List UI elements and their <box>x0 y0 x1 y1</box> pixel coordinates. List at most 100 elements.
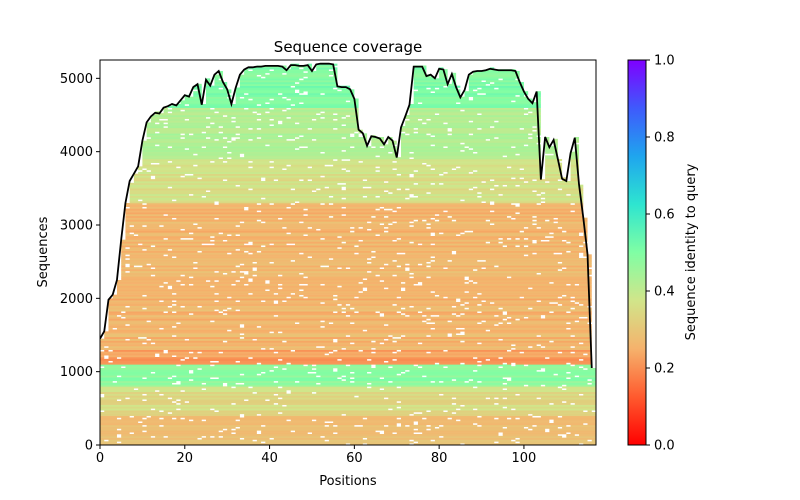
heatmap-cell-run <box>532 428 546 431</box>
heatmap-cell-run <box>405 307 427 310</box>
heatmap-cell-run <box>205 94 232 97</box>
heatmap-cell-run <box>405 252 452 255</box>
heatmap-cell-run <box>235 116 287 119</box>
heatmap-cell-run <box>362 160 393 163</box>
heatmap-cell-run <box>231 296 287 299</box>
heatmap-cell-run <box>269 144 368 147</box>
heatmap-cell-run <box>400 424 406 427</box>
heatmap-cell-run <box>244 155 376 158</box>
heatmap-cell-run <box>422 281 465 284</box>
heatmap-cell-run <box>375 256 431 259</box>
heatmap-cell-run <box>468 380 478 383</box>
heatmap-cell-run <box>570 164 580 167</box>
heatmap-cell-run <box>375 250 452 253</box>
heatmap-cell-run <box>172 287 279 290</box>
heatmap-cell-run <box>553 140 558 143</box>
heatmap-cell-run <box>426 417 448 420</box>
heatmap-cell-run <box>396 210 444 213</box>
heatmap-cell-run <box>494 210 571 213</box>
heatmap-cell-run <box>269 280 380 283</box>
heatmap-cell-run <box>129 265 134 268</box>
heatmap-cell-run <box>155 113 257 116</box>
heatmap-cell-run <box>490 241 499 244</box>
heatmap-cell-run <box>239 78 300 81</box>
heatmap-cell-run <box>222 131 355 134</box>
heatmap-cell-run <box>400 142 461 145</box>
heatmap-cell-run <box>125 219 257 222</box>
heatmap-cell-run <box>265 347 270 350</box>
heatmap-cell-run <box>121 272 223 275</box>
heatmap-cell-run <box>400 149 461 152</box>
heatmap-cell-run <box>345 149 397 152</box>
heatmap-cell-run <box>324 93 355 96</box>
heatmap-cell-run <box>205 91 232 94</box>
heatmap-cell-run <box>121 252 228 255</box>
heatmap-cell-run <box>545 197 584 200</box>
heatmap-cell-run <box>193 276 240 279</box>
heatmap-cell-run <box>138 388 202 391</box>
heatmap-cell-run <box>295 188 317 191</box>
heatmap-cell-run <box>384 342 418 345</box>
heatmap-cell-run <box>562 303 580 306</box>
heatmap-cell-run <box>570 159 580 162</box>
heatmap-cell-run <box>358 245 503 248</box>
heatmap-cell-run <box>116 285 160 288</box>
heatmap-cell-run <box>400 423 414 426</box>
heatmap-cell-run <box>248 107 270 110</box>
heatmap-cell-run <box>273 437 363 440</box>
heatmap-cell-run <box>451 127 478 130</box>
heatmap-cell-run <box>222 157 228 160</box>
heatmap-cell-run <box>278 402 452 405</box>
heatmap-cell-run <box>146 393 160 396</box>
heatmap-cell-run <box>426 122 444 125</box>
heatmap-cell-run <box>125 228 181 231</box>
heatmap-cell-run <box>142 151 228 154</box>
heatmap-cell-run <box>545 168 563 171</box>
heatmap-cell-run <box>167 351 190 354</box>
heatmap-cell-run <box>155 267 194 270</box>
heatmap-cell-run <box>464 443 580 445</box>
heatmap-cell-run <box>583 245 588 248</box>
heatmap-cell-run <box>413 67 427 70</box>
heatmap-cell-run <box>231 151 321 154</box>
heatmap-cell-run <box>104 410 160 413</box>
heatmap-cell-run <box>252 280 266 283</box>
heatmap-cell-run <box>100 421 139 424</box>
heatmap-cell-run <box>587 410 592 413</box>
heatmap-cell-run <box>473 71 520 74</box>
heatmap-cell-run <box>502 338 592 341</box>
heatmap-cell-run <box>562 188 584 191</box>
heatmap-cell-run <box>265 76 304 79</box>
heatmap-cell-run <box>265 221 300 224</box>
heatmap-cell-run <box>545 346 571 349</box>
heatmap-cell-run <box>473 148 541 151</box>
heatmap-cell-run <box>100 384 223 387</box>
heatmap-cell-run <box>129 199 139 202</box>
heatmap-cell-run <box>129 192 389 195</box>
heatmap-cell-run <box>464 232 550 235</box>
heatmap-cell-run <box>570 157 580 160</box>
heatmap-cell-run <box>337 432 380 435</box>
heatmap-cell-run <box>239 225 410 228</box>
heatmap-cell-run <box>400 126 491 129</box>
heatmap-cell-run <box>536 93 541 96</box>
heatmap-cell-run <box>205 96 228 99</box>
heatmap-cell-run <box>328 265 397 268</box>
heatmap-cell-run <box>108 320 147 323</box>
heatmap-cell-run <box>553 419 596 422</box>
heatmap-cell-run <box>447 146 465 149</box>
heatmap-cell-run <box>108 325 173 328</box>
heatmap-cell-run <box>324 175 410 178</box>
heatmap-cell-run <box>464 93 478 96</box>
heatmap-cell-run <box>341 236 546 239</box>
heatmap-cell-run <box>443 232 461 235</box>
heatmap-cell-run <box>282 412 414 415</box>
heatmap-cell-run <box>316 371 351 374</box>
heatmap-cell-run <box>350 314 380 317</box>
heatmap-cell-run <box>150 120 232 123</box>
heatmap-cell-run <box>100 388 134 391</box>
heatmap-cell-run <box>502 78 516 81</box>
x-tick-label: 60 <box>346 451 363 466</box>
heatmap-cell-run <box>222 430 257 433</box>
heatmap-cell-run <box>511 417 516 420</box>
